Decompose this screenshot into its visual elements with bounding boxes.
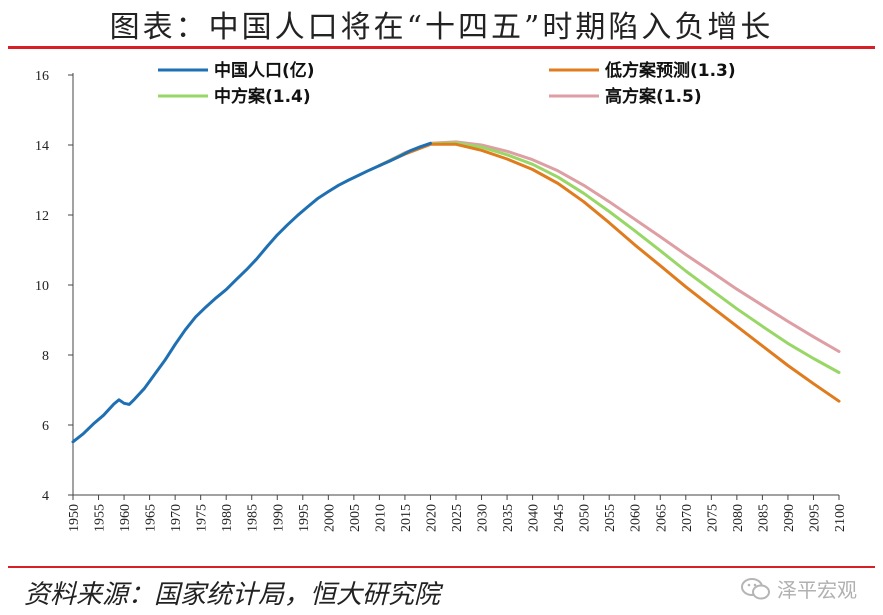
brand-name: 泽平宏观: [777, 578, 857, 602]
x-tick-label: 1965: [144, 504, 159, 532]
x-tick-label: 2080: [731, 504, 746, 532]
x-tick-label: 2005: [348, 504, 363, 532]
x-tick-label: 2000: [322, 504, 337, 532]
x-tick-label: 2085: [756, 504, 771, 532]
x-tick-label: 2045: [552, 504, 567, 532]
y-tick-label: 6: [42, 419, 49, 434]
y-tick-label: 16: [35, 69, 49, 84]
chart-title: 图表：中国人口将在“十四五”时期陷入负增长: [109, 10, 774, 45]
x-tick-label: 2065: [654, 504, 669, 532]
brand-watermark: 泽平宏观: [741, 574, 857, 603]
y-tick-label: 4: [42, 489, 49, 504]
x-tick-label: 2025: [450, 504, 465, 532]
x-tick-label: 2055: [603, 504, 618, 532]
y-tick-label: 8: [42, 349, 49, 364]
line-chart: 4 6 8 10 12 14 16 1950 1955 1960 1965 1970 1975 1980 1…: [35, 60, 848, 532]
footer-divider: [8, 566, 875, 568]
x-tick-label: 1970: [169, 504, 184, 532]
x-tick-label: 2050: [578, 504, 593, 532]
x-tick-label: 1955: [93, 504, 108, 532]
x-tick-label: 1980: [220, 504, 235, 532]
legend-label-0: 中国人口(亿): [214, 60, 315, 81]
chart-series-group: [71, 140, 841, 444]
y-tick-label: 14: [35, 139, 49, 154]
x-tick-label: 2010: [373, 504, 388, 532]
x-tick-label: 2020: [424, 504, 439, 532]
x-tick-label: 1995: [297, 504, 312, 532]
x-tick-label: 2095: [807, 504, 822, 532]
x-tick-label: 1960: [118, 504, 133, 532]
series-line-0: [71, 141, 432, 444]
series-line-2: [377, 141, 841, 374]
x-tick-label: 1990: [271, 504, 286, 532]
x-tick-label: 1985: [246, 504, 261, 532]
legend-label-3: 高方案(1.5): [605, 86, 702, 107]
x-tick-label: 2075: [705, 504, 720, 532]
series-line-1: [377, 142, 841, 403]
source-note: 资料来源：国家统计局，恒大研究院: [24, 580, 441, 610]
x-tick-label: 2015: [399, 504, 414, 532]
chart-axes: 4 6 8 10 12 14 16 1950 1955 1960 1965 1970 1975 1980 1…: [35, 69, 848, 532]
legend-label-2: 中方案(1.4): [214, 86, 311, 107]
x-tick-label: 1975: [195, 504, 210, 532]
y-tick-label: 12: [35, 209, 49, 224]
x-tick-label: 2100: [833, 504, 848, 532]
x-tick-label: 2030: [476, 504, 491, 532]
series-line-3: [377, 140, 841, 353]
legend-label-1: 低方案预测(1.3): [604, 60, 736, 81]
title-divider: [8, 46, 875, 49]
chart-legend: 中国人口(亿) 低方案预测(1.3) 中方案(1.4) 高方案(1.5): [158, 60, 736, 107]
y-tick-label: 10: [35, 279, 49, 294]
x-tick-label: 2070: [680, 504, 695, 532]
x-tick-label: 1950: [67, 504, 82, 532]
wechat-icon: [741, 577, 771, 601]
x-tick-label: 2035: [501, 504, 516, 532]
x-tick-label: 2040: [527, 504, 542, 532]
x-tick-label: 2090: [782, 504, 797, 532]
x-tick-label: 2060: [629, 504, 644, 532]
